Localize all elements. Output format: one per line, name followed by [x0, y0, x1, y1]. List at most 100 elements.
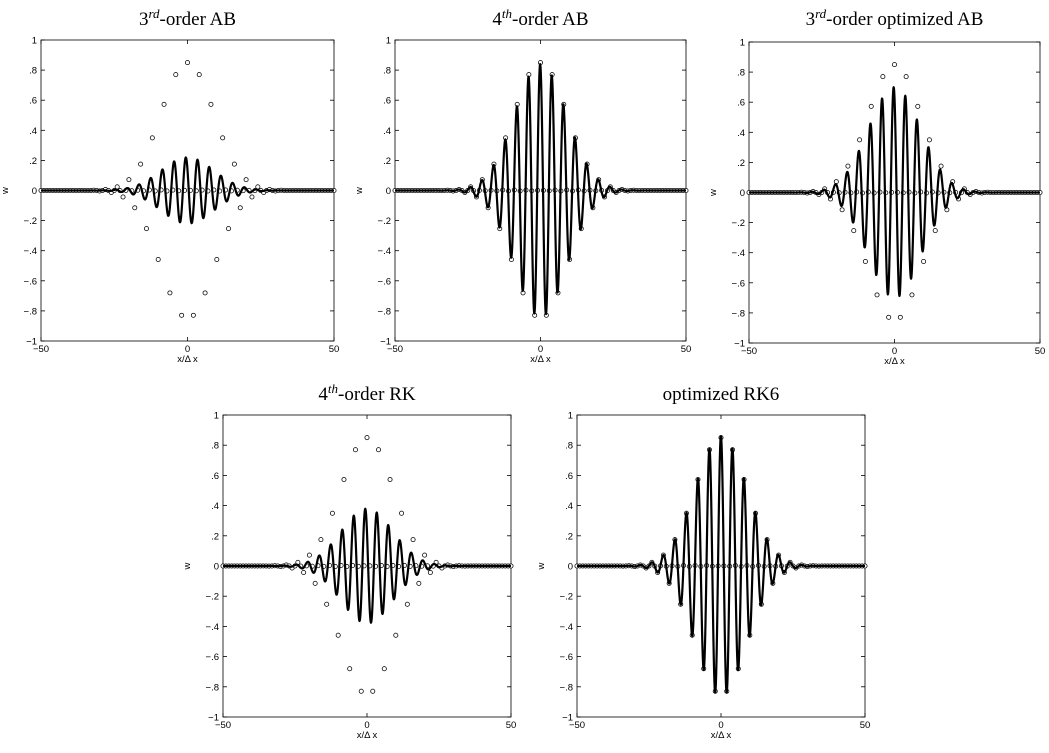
x-tick-label: 50 [860, 720, 871, 731]
exact-solution-marker [897, 314, 903, 320]
y-tick-label: −.6 [378, 276, 391, 287]
y-tick-label: .4 [383, 126, 391, 137]
exact-solution-marker [226, 226, 231, 232]
exact-solution-marker [938, 163, 944, 169]
chart-title: 4th-order RK [318, 381, 415, 405]
chart-title: 4th-order AB [492, 6, 588, 30]
exact-solution-marker [202, 290, 208, 296]
y-tick-label: .6 [29, 96, 37, 107]
y-tick-label: 1 [32, 36, 37, 47]
exact-solution-marker [404, 601, 410, 607]
y-tick-label: −.6 [560, 652, 573, 663]
exact-solution-marker [364, 435, 370, 441]
exact-solution-marker [874, 292, 880, 298]
exact-solution-marker [868, 103, 874, 109]
exact-solution-marker [306, 552, 312, 558]
x-tick-label: 0 [364, 720, 369, 731]
exact-solution-marker [915, 103, 921, 109]
exact-solution-marker [126, 177, 132, 183]
y-tick-label: .6 [211, 471, 219, 482]
y-tick-label: −.6 [732, 278, 745, 289]
exact-solution-marker [892, 62, 897, 68]
exact-solution-marker [921, 259, 927, 264]
exact-solution-marker [833, 179, 839, 185]
chart-panel-5: optimized RK6 −1 −.8 −.6 −.4 −.2 0 .2 .4 .6 .8 1 −50… [536, 384, 870, 741]
y-tick-label: −.4 [378, 246, 391, 257]
y-tick-label: .2 [383, 156, 391, 167]
exact-solution-marker [358, 688, 364, 694]
exact-solution-marker [862, 259, 868, 264]
numerical-solution-line [222, 507, 512, 624]
x-tick-label: 0 [892, 346, 897, 357]
exact-solution-marker [353, 447, 358, 453]
chart-panel-2: 4th-order AB −1 −.8 −.6 −.4 −.2 0 .2 .4 .6 .8 1 −50 0… [354, 6, 691, 365]
numerical-solution-line [576, 435, 866, 694]
exact-solution-marker [427, 569, 433, 575]
x-tick-label: −50 [569, 720, 585, 731]
y-tick-label: .8 [383, 66, 391, 77]
exact-solution-marker [347, 666, 353, 672]
exact-solution-marker [880, 74, 886, 80]
chart-panel-1: 3rd-order AB −1 −.8 −.6 −.4 −.2 0 .2 .4 .6 .8 1 −50 0… [0, 6, 339, 365]
y-axis-label: w [708, 189, 719, 197]
x-axis-label: x/Δ x [357, 730, 378, 741]
exact-solution-marker [214, 257, 220, 262]
x-tick-label: −50 [741, 346, 757, 357]
y-tick-label: .2 [565, 531, 573, 542]
chart-title: 3rd-order optimized AB [806, 6, 984, 30]
exact-solution-marker [318, 537, 324, 543]
exact-solution-marker [851, 228, 857, 234]
y-axis-label: w [0, 187, 11, 195]
y-tick-label: −.4 [206, 622, 219, 633]
y-axis-label: w [536, 562, 547, 570]
exact-solution-marker [120, 194, 126, 200]
exact-solution-marker [138, 161, 144, 167]
exact-solution-marker [312, 580, 318, 586]
numerical-solution-line [748, 86, 1041, 298]
y-tick-label: −.6 [24, 276, 37, 287]
y-tick-label: −.2 [206, 592, 219, 603]
exact-solution-marker [185, 60, 190, 66]
x-tick-label: 0 [718, 720, 723, 731]
x-axis-label: x/Δ x [711, 730, 732, 741]
exact-solution-marker [335, 632, 341, 638]
x-axis-label: x/Δ x [884, 356, 905, 367]
y-tick-label: .2 [29, 156, 37, 167]
numerical-solution-line [40, 156, 335, 225]
exact-solution-marker [237, 205, 243, 211]
x-tick-label: −50 [33, 344, 49, 355]
y-tick-label: −.2 [24, 216, 37, 227]
y-tick-label: −.2 [560, 592, 573, 603]
y-tick-label: 0 [568, 562, 573, 573]
y-tick-label: −.2 [732, 218, 745, 229]
chart-title: 3rd-order AB [139, 6, 236, 30]
x-tick-label: 50 [329, 344, 340, 355]
y-tick-label: −1 [380, 337, 391, 348]
exact-solution-marker [231, 161, 237, 167]
exact-solution-marker [243, 177, 249, 183]
exact-solution-marker [416, 580, 422, 586]
exact-solution-marker [167, 290, 173, 296]
y-tick-label: .8 [29, 66, 37, 77]
y-tick-label: 1 [214, 411, 219, 422]
exact-solution-marker [932, 228, 938, 234]
y-tick-label: 1 [386, 36, 391, 47]
y-tick-label: −1 [26, 337, 37, 348]
y-tick-label: −1 [562, 713, 573, 724]
x-tick-label: 0 [185, 344, 190, 355]
exact-solution-marker [196, 72, 202, 78]
exact-solution-marker [387, 477, 393, 483]
y-tick-label: .4 [565, 501, 573, 512]
exact-solution-marker [381, 666, 387, 672]
exact-solution-marker [341, 477, 347, 483]
x-tick-label: 50 [1035, 346, 1046, 357]
y-tick-label: 0 [32, 186, 37, 197]
exact-solution-marker [132, 205, 138, 211]
y-tick-label: −.4 [560, 622, 573, 633]
y-tick-label: .6 [737, 98, 745, 109]
chart-panel-4: 4th-order RK −1 −.8 −.6 −.4 −.2 0 .2 .4 .6 .8 1 −50 0… [182, 381, 516, 741]
y-tick-label: −.8 [206, 682, 219, 693]
y-tick-label: .2 [211, 531, 219, 542]
x-axis-label: x/Δ x [530, 354, 551, 365]
